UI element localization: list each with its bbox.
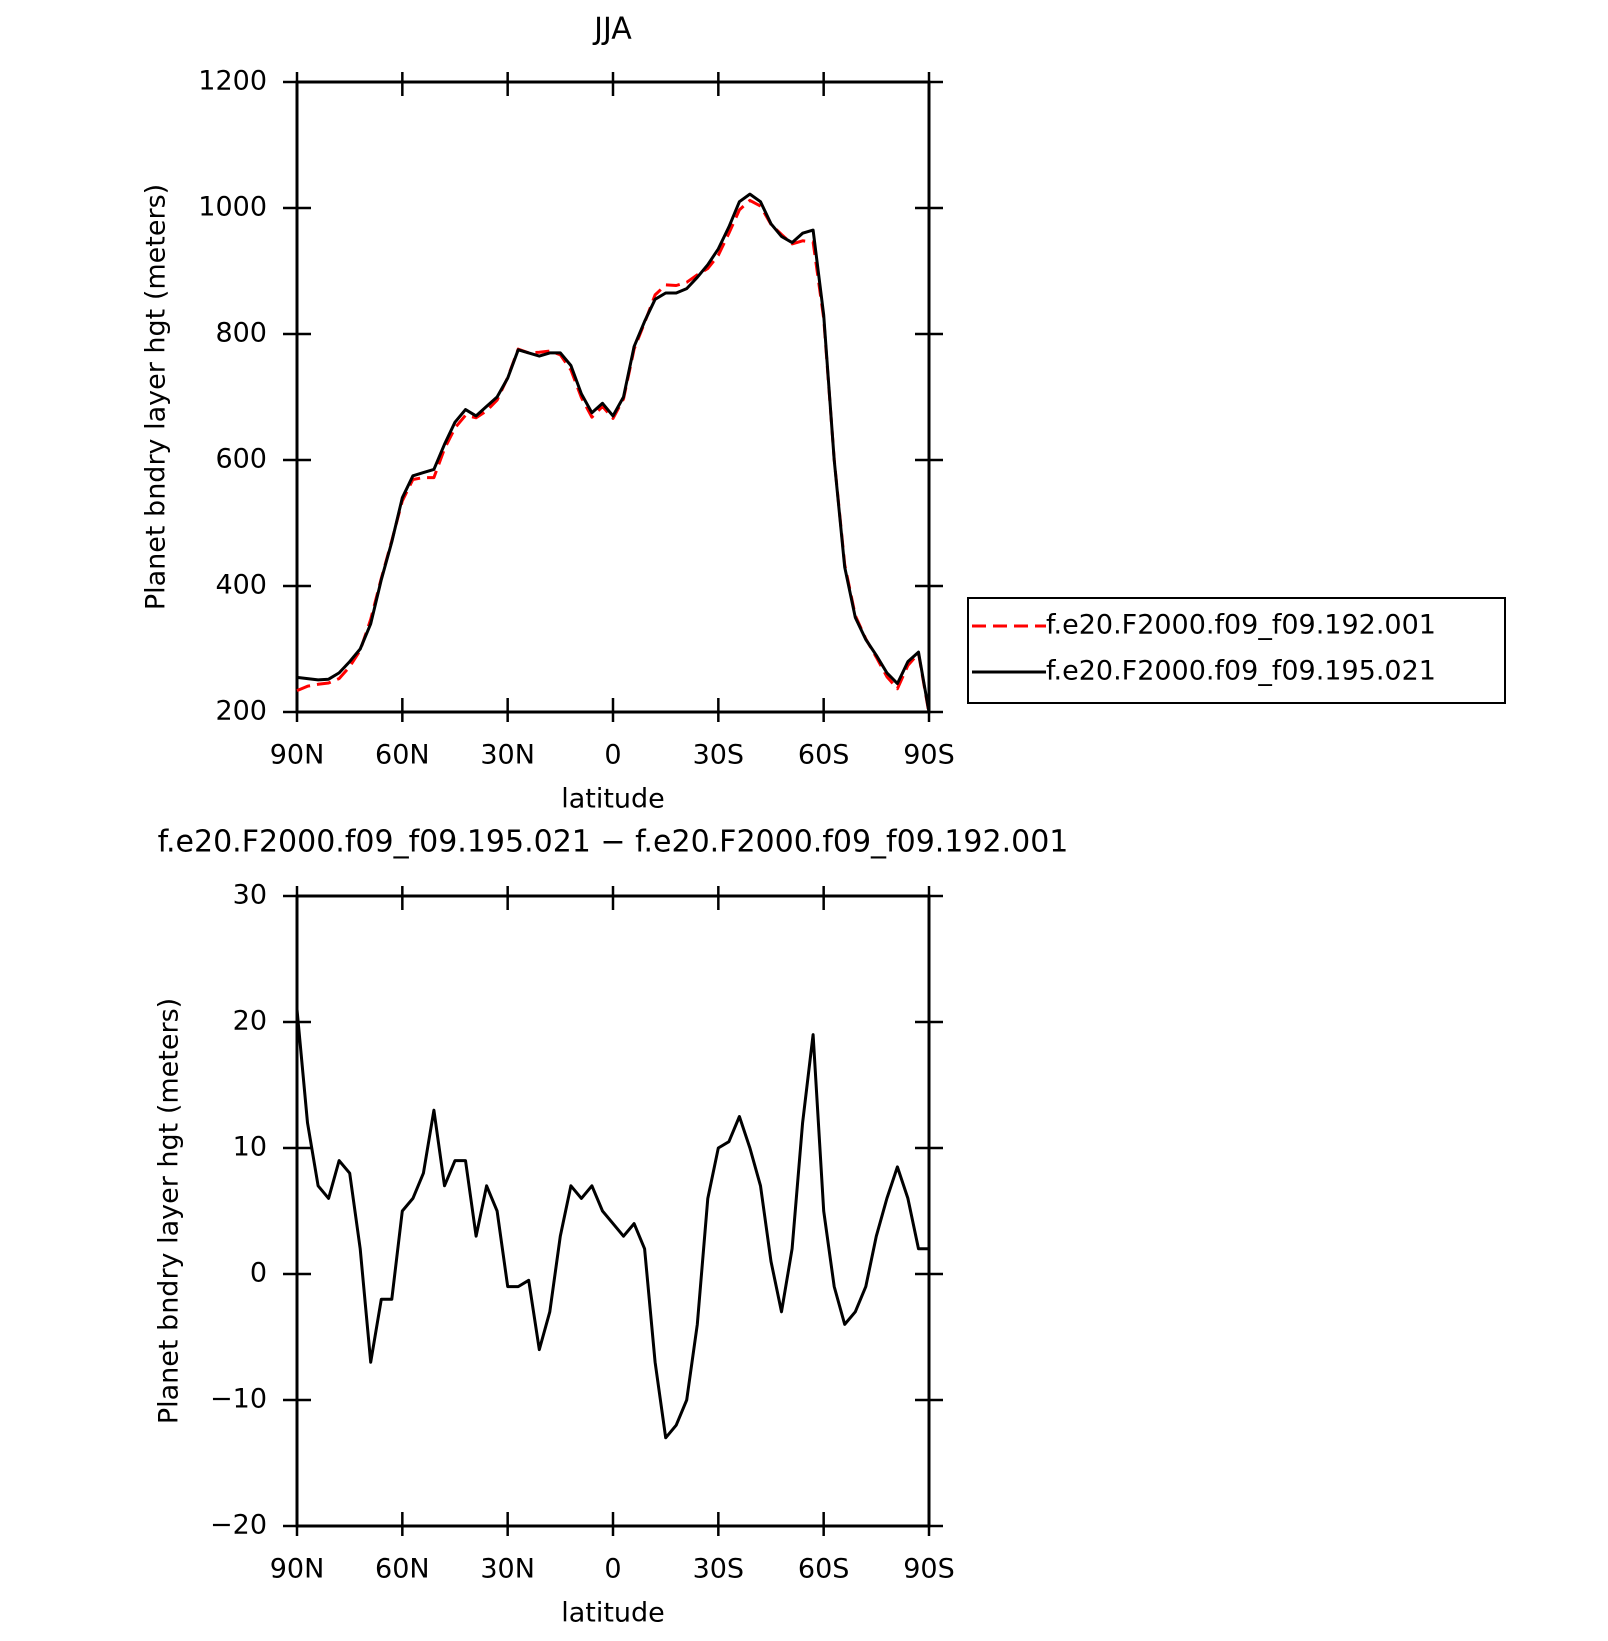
x-tick-label: 90N — [270, 1554, 325, 1585]
x-tick-label: 60N — [375, 740, 430, 771]
plot-frame — [295, 894, 931, 1528]
x-tick-label: 30N — [480, 740, 535, 771]
x-tick-label: 90S — [903, 1554, 955, 1585]
y-tick-label: 20 — [233, 1006, 267, 1037]
y-tick-label: 600 — [215, 444, 267, 475]
legend-label: f.e20.F2000.f09_f09.195.021 — [1046, 656, 1436, 687]
y-tick-label: 400 — [215, 570, 267, 601]
x-tick-label: 30S — [693, 1554, 745, 1585]
y-axis-label: Planet bndry layer hgt (meters) — [154, 998, 185, 1424]
legend-label: f.e20.F2000.f09_f09.192.001 — [1046, 610, 1436, 641]
y-tick-label: 10 — [233, 1132, 267, 1163]
x-tick-label: 0 — [604, 1554, 621, 1585]
x-axis-label: latitude — [561, 1598, 665, 1629]
x-tick-label: 60S — [798, 740, 850, 771]
data-line — [296, 192, 931, 713]
y-tick-label: −20 — [210, 1510, 267, 1541]
y-tick-label: 200 — [215, 696, 267, 727]
data-line — [295, 1009, 929, 1440]
plot-frame — [295, 80, 931, 714]
y-tick-label: 0 — [250, 1258, 267, 1289]
x-tick-label: 30N — [480, 1554, 535, 1585]
x-tick-label: 30S — [693, 740, 745, 771]
legend-box — [967, 597, 1506, 704]
y-tick-label: 1000 — [198, 192, 267, 223]
x-tick-label: 90S — [903, 740, 955, 771]
chart-title: JJA — [592, 12, 632, 47]
y-tick-label: 30 — [233, 880, 267, 911]
y-tick-label: 800 — [215, 318, 267, 349]
x-tick-label: 0 — [604, 740, 621, 771]
y-axis-label: Planet bndry layer hgt (meters) — [141, 184, 172, 610]
y-tick-label: 1200 — [198, 66, 267, 97]
y-tick-label: −10 — [210, 1384, 267, 1415]
x-tick-label: 90N — [270, 740, 325, 771]
x-axis-label: latitude — [561, 784, 665, 815]
x-tick-label: 60N — [375, 1554, 430, 1585]
chart-title: f.e20.F2000.f09_f09.195.021 − f.e20.F200… — [158, 825, 1069, 860]
x-tick-label: 60S — [798, 1554, 850, 1585]
